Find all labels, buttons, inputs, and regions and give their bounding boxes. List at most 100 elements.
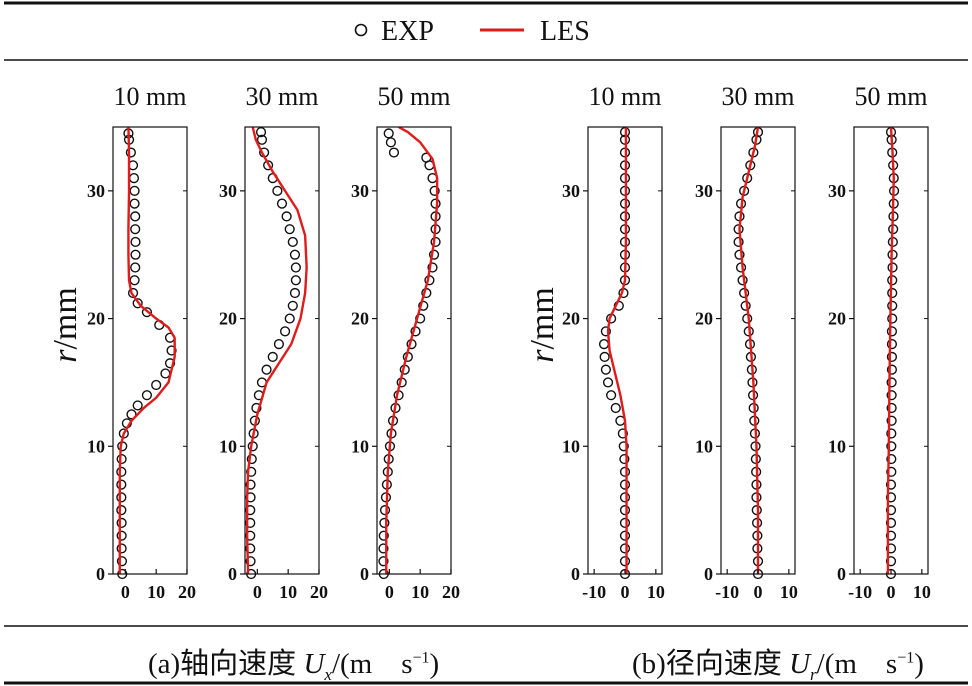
y-axis-label-b: r/mm: [524, 287, 561, 363]
exp-point: [127, 287, 139, 299]
exp-point: [887, 300, 898, 311]
plot-frame: [112, 126, 188, 575]
les-line: [606, 127, 628, 574]
exp-point: [733, 224, 744, 235]
exp-point: [887, 313, 898, 324]
exp-point: [886, 351, 898, 362]
exp-point: [263, 160, 274, 171]
exp-point: [141, 390, 153, 401]
les-line: [118, 127, 176, 574]
y-tick-label: 30: [828, 181, 846, 201]
y-tick-label: 10: [219, 436, 237, 456]
x-tick-label: 0: [887, 582, 896, 602]
y-tick-label: 30: [351, 181, 369, 201]
exp-point: [886, 364, 898, 375]
y-tick-label: 20: [828, 309, 846, 329]
exp-point: [290, 275, 301, 286]
panel-title: 10 mm: [114, 82, 187, 111]
exp-point: [430, 198, 441, 209]
legend-exp-marker: [354, 23, 368, 37]
x-tick-label: 0: [121, 582, 130, 602]
exp-point: [600, 326, 611, 337]
y-tick-label: 30: [219, 181, 237, 201]
y-tick-label: 0: [96, 564, 105, 584]
exp-point: [885, 505, 897, 516]
exp-point: [600, 364, 611, 375]
exp-point: [128, 172, 140, 184]
exp-point: [130, 249, 141, 260]
exp-point: [617, 428, 628, 439]
caption-a-unit: /(m s: [331, 648, 413, 680]
exp-point: [130, 262, 141, 273]
caption-b-close: ): [914, 648, 924, 680]
legend-les-label: LES: [540, 16, 590, 47]
exp-point: [383, 128, 394, 139]
exp-point: [132, 298, 143, 309]
y-tick-label: 0: [360, 564, 369, 584]
caption-a-prefix: (a)轴向速度: [148, 648, 304, 680]
exp-point: [267, 351, 278, 362]
exp-point: [129, 185, 140, 196]
exp-point: [132, 400, 143, 411]
caption-a-close: ): [429, 648, 440, 680]
exp-point: [885, 492, 897, 503]
y-tick-label: 0: [571, 564, 580, 584]
exp-point: [886, 390, 897, 401]
y-tick-label: 0: [228, 564, 237, 584]
caption-b: (b)径向速度 Ur/(m s−1): [632, 640, 924, 685]
chart-panels: 10 mm 0 10 20 30 0 10 20 30 mm 0 10 20 30 0 10 20 50 mm 0…: [87, 82, 931, 602]
exp-point: [116, 466, 127, 477]
caption-a-var: U: [303, 648, 325, 680]
exp-point: [886, 466, 897, 477]
exp-point: [116, 543, 127, 554]
y-tick-label: 20: [562, 309, 580, 329]
x-tick-label: 20: [310, 582, 328, 602]
exp-point: [619, 453, 630, 465]
caption-a: (a)轴向速度 Ux/(m s−1): [148, 640, 439, 685]
exp-point: [246, 466, 257, 477]
exp-point: [245, 556, 256, 567]
exp-point: [251, 402, 262, 414]
exp-point: [164, 358, 176, 369]
exp-point: [619, 505, 631, 516]
exp-point: [379, 505, 391, 516]
exp-point: [126, 409, 137, 420]
exp-point: [602, 377, 614, 388]
exp-point: [273, 339, 285, 350]
exp-series: [116, 128, 177, 580]
x-tick-label: 0: [621, 582, 630, 602]
exp-point: [618, 441, 629, 452]
exp-point: [378, 543, 389, 554]
y-tick-label: 10: [828, 436, 846, 456]
exp-point: [130, 236, 141, 248]
caption-a-exp: −1: [412, 649, 430, 667]
exp-point: [379, 517, 390, 529]
y-tick-label: 30: [695, 181, 713, 201]
x-tick-label: 10: [279, 582, 297, 602]
exp-point: [429, 185, 440, 196]
exp-point: [116, 530, 127, 541]
exp-point: [378, 530, 389, 541]
exp-point: [886, 441, 897, 452]
exp-point: [284, 313, 295, 324]
exp-point: [245, 479, 256, 490]
y-tick-label: 30: [87, 181, 105, 201]
exp-point: [885, 517, 897, 529]
y-axis-label-b-unit: /mm: [524, 287, 561, 349]
exp-point: [886, 377, 897, 388]
les-line: [886, 127, 895, 574]
exp-point: [378, 556, 389, 567]
exp-point: [281, 211, 292, 222]
exp-point: [130, 224, 141, 235]
exp-point: [255, 127, 267, 138]
y-tick-label: 20: [87, 309, 105, 329]
y-tick-label: 10: [351, 436, 369, 456]
exp-point: [130, 211, 141, 222]
exp-point: [116, 479, 127, 490]
exp-point: [733, 236, 744, 248]
exp-point: [116, 453, 127, 465]
y-axis-label-a: r/mm: [47, 287, 84, 363]
exp-point: [116, 505, 127, 516]
